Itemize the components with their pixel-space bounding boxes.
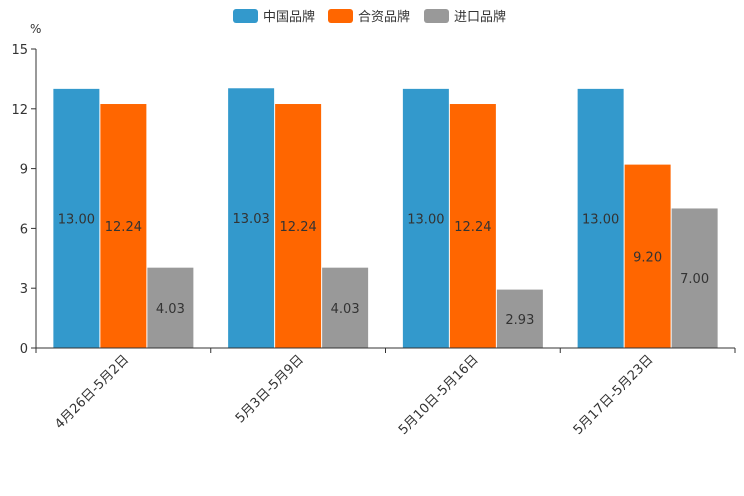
data-label: 2.93 <box>505 313 534 328</box>
x-tick-label: 5月10日-5月16日 <box>396 352 482 438</box>
legend-swatch[interactable] <box>424 9 449 23</box>
bar[interactable] <box>100 104 147 349</box>
legend-label[interactable]: 进口品牌 <box>454 9 506 25</box>
y-axis: 0 3 6 9 12 15 <box>11 43 37 357</box>
x-tick-label: 5月3日-5月9日 <box>233 352 307 426</box>
data-label: 12.24 <box>280 220 317 235</box>
data-label: 4.03 <box>156 302 185 317</box>
data-label: 4.03 <box>331 302 360 317</box>
y-tick-label: 3 <box>20 282 28 297</box>
data-label: 12.24 <box>105 220 142 235</box>
bar[interactable] <box>496 289 543 348</box>
x-tick-label: 4月26日-5月2日 <box>52 352 132 432</box>
data-label: 9.20 <box>633 250 662 265</box>
legend-label[interactable]: 合资品牌 <box>358 9 410 25</box>
bar[interactable] <box>147 267 194 348</box>
bar[interactable] <box>275 104 322 349</box>
y-tick-label: 6 <box>20 222 28 237</box>
data-label: 12.24 <box>454 220 491 235</box>
data-label: 13.00 <box>58 212 95 227</box>
y-tick-label: 0 <box>20 342 28 357</box>
bar[interactable] <box>671 208 718 348</box>
y-axis-unit: % <box>30 22 41 36</box>
bar[interactable] <box>577 88 624 348</box>
bar[interactable] <box>228 88 275 348</box>
y-tick-label: 12 <box>11 103 28 118</box>
bars: 13.00 12.24 4.03 13.03 12.24 4.03 13.00 12.24 2.… <box>53 88 718 349</box>
bar[interactable] <box>624 164 671 348</box>
legend-label[interactable]: 中国品牌 <box>263 9 315 25</box>
bar[interactable] <box>53 88 100 348</box>
y-tick-label: 15 <box>11 43 28 58</box>
x-tick-label: 5月17日-5月23日 <box>571 352 657 438</box>
bar[interactable] <box>402 88 449 348</box>
x-axis: 4月26日-5月2日 5月3日-5月9日 5月10日-5月16日 5月17日-5月23… <box>35 347 736 438</box>
data-label: 13.03 <box>233 212 270 227</box>
legend-swatch[interactable] <box>233 9 258 23</box>
bar[interactable] <box>322 267 369 348</box>
data-label: 13.00 <box>407 212 444 227</box>
bar[interactable] <box>449 104 496 349</box>
data-label: 7.00 <box>680 272 709 287</box>
data-label: 13.00 <box>582 212 619 227</box>
y-tick-label: 9 <box>20 163 28 178</box>
legend-swatch[interactable] <box>328 9 353 23</box>
legend: 中国品牌 合资品牌 进口品牌 <box>233 9 506 25</box>
